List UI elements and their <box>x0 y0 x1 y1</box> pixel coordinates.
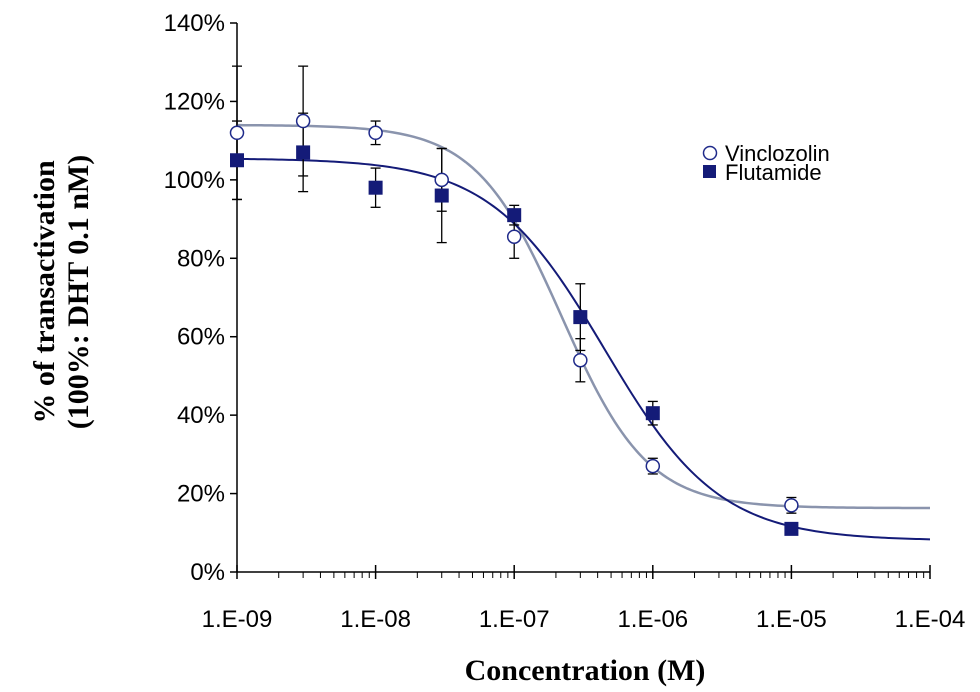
legend-label-vinclozolin: Vinclozolin <box>725 141 830 166</box>
x-tick-label: 1.E-09 <box>202 606 273 633</box>
point-vinclozolin <box>434 172 449 188</box>
y-tick-label: 140% <box>164 10 225 37</box>
point-flutamide <box>230 153 244 168</box>
x-tick-label: 1.E-04 <box>895 606 966 633</box>
legend: Vinclozolin Flutamide <box>702 141 830 185</box>
point-vinclozolin <box>368 125 383 141</box>
fit-curve-flutamide <box>236 157 931 541</box>
x-tick-label: 1.E-05 <box>756 606 827 633</box>
legend-marker-flutamide <box>703 165 716 178</box>
point-flutamide <box>645 406 660 421</box>
data-markers <box>229 113 799 536</box>
point-vinclozolin <box>506 229 522 244</box>
point-flutamide <box>573 310 588 325</box>
y-axis-ticks: 0% 20% 40% 60% 80% 100% 120% 140% <box>164 10 237 586</box>
y-axis-title-line-1: % of transactivation <box>28 160 61 424</box>
y-tick-label: 120% <box>164 88 225 115</box>
point-flutamide <box>434 188 449 203</box>
point-vinclozolin <box>295 113 311 129</box>
y-axis-title: % of transactivation (100%: DHT 0.1 nM) <box>28 155 95 429</box>
x-axis-ticks: 1.E-09 1.E-08 1.E-07 1.E-06 1.E-05 1.E-04 <box>202 565 966 633</box>
y-tick-label: 100% <box>164 167 225 194</box>
point-vinclozolin <box>645 458 661 474</box>
y-tick-label: 80% <box>177 245 225 272</box>
y-tick-label: 20% <box>177 481 225 508</box>
point-vinclozolin <box>784 498 799 513</box>
x-tick-label: 1.E-07 <box>479 606 550 633</box>
y-axis-title-line-2: (100%: DHT 0.1 nM) <box>62 155 95 429</box>
point-flutamide <box>784 521 799 536</box>
point-flutamide <box>507 208 522 223</box>
y-tick-label: 60% <box>177 324 225 351</box>
y-tick-label: 0% <box>190 559 225 586</box>
point-vinclozolin <box>229 125 245 141</box>
point-vinclozolin <box>573 352 588 368</box>
x-tick-label: 1.E-06 <box>617 606 688 633</box>
legend-label-flutamide: Flutamide <box>725 160 822 185</box>
point-flutamide <box>296 145 311 160</box>
error-bars <box>232 65 797 534</box>
legend-marker-vinclozolin <box>702 145 718 161</box>
x-axis-title: Concentration (M) <box>465 654 706 687</box>
point-flutamide <box>368 180 383 195</box>
y-tick-label: 40% <box>177 402 225 429</box>
x-tick-label: 1.E-08 <box>340 606 411 633</box>
fit-curves <box>236 123 931 541</box>
